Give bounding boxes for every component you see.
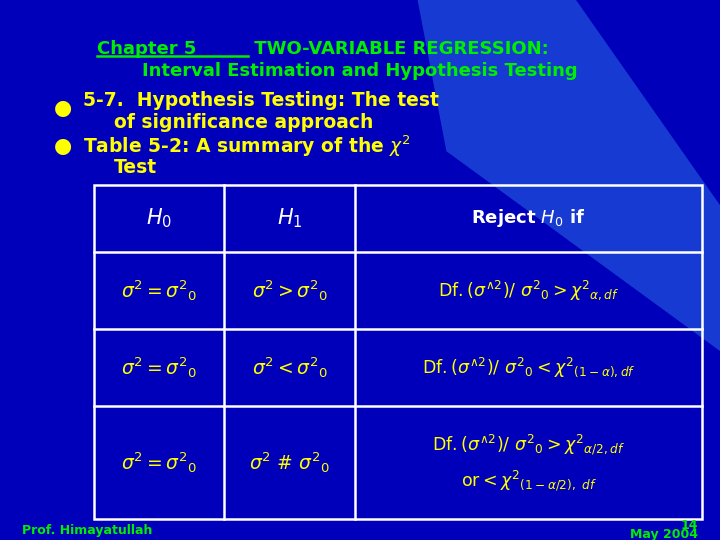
Text: Prof. Himayatullah: Prof. Himayatullah — [22, 524, 152, 537]
Text: Chapter 5: Chapter 5 — [97, 39, 197, 58]
Text: $\sigma^2 = \sigma^2{}_0$: $\sigma^2 = \sigma^2{}_0$ — [121, 278, 197, 302]
Text: $\sigma^2 = \sigma^2{}_0$: $\sigma^2 = \sigma^2{}_0$ — [121, 355, 197, 380]
Text: Table 5-2: A summary of the $\chi^2$: Table 5-2: A summary of the $\chi^2$ — [83, 133, 410, 159]
Text: $H_1$: $H_1$ — [277, 206, 302, 230]
Bar — [94, 185, 702, 519]
Text: $\mathrm{Df.}(\sigma^{\wedge2})/\ \sigma^2{}_0 < \chi^2{}_{(1-\alpha),df}$: $\mathrm{Df.}(\sigma^{\wedge2})/\ \sigma… — [422, 355, 636, 379]
Text: ●: ● — [54, 136, 72, 156]
Text: Interval Estimation and Hypothesis Testing: Interval Estimation and Hypothesis Testi… — [142, 62, 578, 80]
Text: $\mathrm{or} < \chi^2{}_{(1-\alpha/2),\ df}$: $\mathrm{or} < \chi^2{}_{(1-\alpha/2),\ … — [461, 469, 597, 493]
Text: 14: 14 — [681, 519, 698, 532]
Text: Test: Test — [114, 158, 157, 177]
Text: $\sigma^2\ \#\ \sigma^2{}_0$: $\sigma^2\ \#\ \sigma^2{}_0$ — [249, 450, 330, 475]
Text: 5-7.  Hypothesis Testing: The test: 5-7. Hypothesis Testing: The test — [83, 91, 438, 111]
Text: $\sigma^2 = \sigma^2{}_0$: $\sigma^2 = \sigma^2{}_0$ — [121, 450, 197, 475]
Text: $\mathrm{Df.}(\sigma^{\wedge2})/\ \sigma^2{}_0 > \chi^2{}_{\alpha/2,df}$: $\mathrm{Df.}(\sigma^{\wedge2})/\ \sigma… — [432, 432, 625, 456]
Text: ●: ● — [54, 98, 72, 118]
Text: May 2004: May 2004 — [631, 528, 698, 540]
Text: TWO-VARIABLE REGRESSION:: TWO-VARIABLE REGRESSION: — [248, 39, 549, 58]
Text: $\sigma^2 > \sigma^2{}_0$: $\sigma^2 > \sigma^2{}_0$ — [252, 278, 328, 302]
Text: of significance approach: of significance approach — [114, 113, 373, 132]
Text: $\sigma^2 < \sigma^2{}_0$: $\sigma^2 < \sigma^2{}_0$ — [252, 355, 328, 380]
Text: $H_0$: $H_0$ — [146, 206, 172, 230]
Polygon shape — [418, 0, 720, 351]
Text: $\mathrm{Df.}(\sigma^{\wedge2})/\ \sigma^2{}_0 > \chi^2{}_{\alpha,df}$: $\mathrm{Df.}(\sigma^{\wedge2})/\ \sigma… — [438, 278, 619, 302]
Text: Reject $H_0$ if: Reject $H_0$ if — [472, 207, 586, 229]
